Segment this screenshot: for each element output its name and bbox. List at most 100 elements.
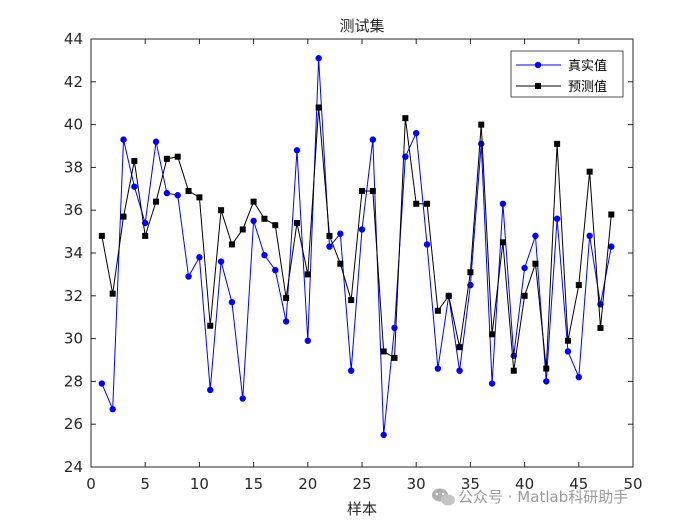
point-pred-11 [207,322,214,329]
point-pred-14 [239,226,246,233]
y-tick-label: 42 [64,73,83,91]
x-tick-label: 40 [515,475,534,493]
watermark-text: 公众号 · Matlab科研助手 [458,488,628,506]
point-pred-44 [564,337,571,344]
x-tick-label: 0 [86,475,96,493]
point-pred-28 [391,354,398,361]
x-tick-label: 10 [190,475,209,493]
y-tick-label: 26 [64,415,83,433]
point-pred-39 [510,367,517,374]
x-tick-label: 35 [461,475,480,493]
x-tick-label: 5 [140,475,150,493]
point-true-10 [196,254,203,261]
point-true-43 [553,215,561,222]
series-line-1 [101,107,612,371]
legend: 真实值 预测值 [510,50,624,98]
point-true-42 [543,378,550,385]
y-tick-label: 30 [64,330,83,348]
point-pred-4 [131,157,138,164]
point-true-45 [575,373,582,381]
y-tick-label: 28 [64,372,83,390]
point-true-8 [174,192,181,199]
point-pred-48 [608,211,615,218]
point-true-25 [358,226,366,233]
point-true-36 [478,140,485,148]
point-pred-10 [196,194,203,201]
point-pred-46 [586,168,593,175]
point-pred-34 [456,344,463,351]
series-layer [98,55,615,439]
point-pred-20 [304,271,311,278]
point-true-12 [217,258,225,265]
point-true-7 [163,189,171,197]
legend-marker-true [534,61,542,69]
point-pred-37 [489,331,496,338]
point-true-13 [228,299,236,306]
point-true-22 [326,243,333,250]
point-true-37 [488,380,496,387]
y-tick-label: 36 [64,201,83,219]
point-pred-13 [228,241,235,248]
point-true-14 [239,395,246,402]
point-true-11 [207,386,214,394]
point-true-18 [282,318,290,325]
x-tick-label: 45 [569,475,588,493]
point-true-9 [185,273,192,280]
point-pred-22 [326,232,333,239]
point-pred-1 [98,232,105,239]
point-pred-36 [478,121,485,128]
point-true-30 [413,129,420,137]
point-pred-2 [109,290,116,297]
point-true-34 [456,367,463,374]
point-true-20 [304,337,311,344]
plot-area [91,39,633,467]
point-pred-15 [250,198,257,205]
point-true-2 [109,406,116,413]
point-pred-16 [261,215,268,222]
point-pred-29 [402,115,409,122]
point-pred-9 [185,187,192,194]
x-tick-label: 15 [244,475,263,493]
point-true-19 [293,147,301,154]
point-true-21 [315,55,322,62]
point-pred-32 [434,307,441,314]
point-pred-17 [272,222,279,229]
point-pred-18 [283,294,290,301]
y-tick-label: 38 [64,158,83,176]
point-true-16 [261,251,268,259]
point-pred-30 [413,200,420,207]
point-pred-42 [543,365,550,372]
watermark-group: 公众号 · Matlab科研助手 [432,488,628,506]
point-true-26 [369,136,377,143]
point-true-27 [380,431,387,439]
point-pred-21 [315,104,322,111]
tick-layer: 0 5 10 15 20 25 30 35 40 45 50 24 26 28 30 32 34 36 38 40 42… [64,30,643,493]
point-pred-24 [348,297,355,304]
point-pred-35 [467,269,474,276]
x-tick-label: 50 [623,475,642,493]
legend-label-true: 真实值 [568,58,607,74]
point-pred-40 [521,292,528,299]
point-true-32 [434,365,442,372]
point-true-40 [521,264,528,272]
point-pred-23 [337,260,344,267]
point-true-44 [564,348,572,355]
point-pred-25 [359,187,365,194]
point-true-1 [98,380,106,387]
point-true-28 [391,324,398,332]
point-pred-31 [424,200,431,207]
point-pred-27 [380,348,387,355]
point-pred-19 [293,220,300,227]
wechat-icon [432,488,455,506]
point-true-41 [532,232,539,240]
point-true-6 [152,138,160,145]
point-pred-43 [554,140,561,147]
chart-title: 测试集 [339,17,384,35]
point-pred-3 [120,213,127,220]
point-pred-45 [575,282,582,289]
point-pred-5 [142,232,149,239]
y-tick-label: 40 [64,116,83,134]
x-tick-label: 30 [407,475,426,493]
series-line-0 [101,58,612,435]
x-tick-label: 25 [352,475,371,493]
